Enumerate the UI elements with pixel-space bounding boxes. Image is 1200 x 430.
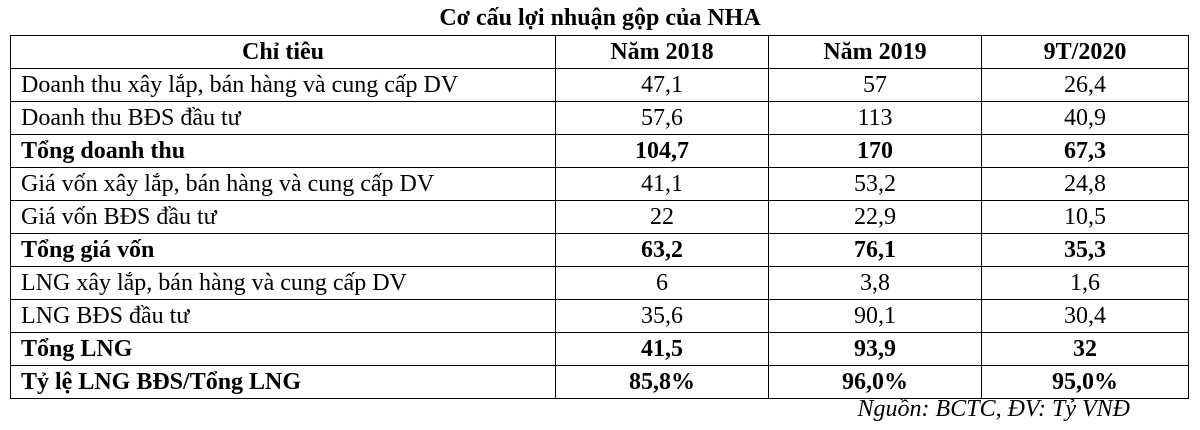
table-row-total: Tổng doanh thu 104,7 170 67,3 — [10, 134, 1189, 168]
value-cell: 3,8 — [768, 266, 982, 300]
column-header-indicator: Chỉ tiêu — [10, 35, 556, 69]
table-row-ratio: Tỷ lệ LNG BĐS/Tổng LNG 85,8% 96,0% 95,0% — [10, 365, 1189, 399]
value-cell: 53,2 — [768, 167, 982, 201]
value-cell: 40,9 — [981, 101, 1189, 135]
table-row: Doanh thu BĐS đầu tư 57,6 113 40,9 — [10, 101, 1189, 135]
table-title: Cơ cấu lợi nhuận gộp của NHA — [439, 5, 761, 31]
row-label: LNG BĐS đầu tư — [10, 299, 556, 333]
value-cell: 113 — [768, 101, 982, 135]
value-cell: 6 — [555, 266, 769, 300]
table-row: Doanh thu xây lắp, bán hàng và cung cấp … — [10, 68, 1189, 102]
value-cell: 63,2 — [555, 233, 769, 267]
value-cell: 1,6 — [981, 266, 1189, 300]
value-cell: 95,0% — [981, 365, 1189, 399]
value-cell: 35,3 — [981, 233, 1189, 267]
table-row: LNG BĐS đầu tư 35,6 90,1 30,4 — [10, 299, 1189, 333]
row-label: Tổng LNG — [10, 332, 556, 366]
row-label: Doanh thu xây lắp, bán hàng và cung cấp … — [10, 68, 556, 102]
table-row: Giá vốn BĐS đầu tư 22 22,9 10,5 — [10, 200, 1189, 234]
value-cell: 35,6 — [555, 299, 769, 333]
value-cell: 57 — [768, 68, 982, 102]
value-cell: 22 — [555, 200, 769, 234]
value-cell: 104,7 — [555, 134, 769, 168]
row-label: Doanh thu BĐS đầu tư — [10, 101, 556, 135]
value-cell: 170 — [768, 134, 982, 168]
header-row: Chỉ tiêu Năm 2018 Năm 2019 9T/2020 — [10, 35, 1189, 69]
column-header-2018: Năm 2018 — [555, 35, 769, 69]
value-cell: 30,4 — [981, 299, 1189, 333]
value-cell: 67,3 — [981, 134, 1189, 168]
value-cell: 90,1 — [768, 299, 982, 333]
table-row: LNG xây lắp, bán hàng và cung cấp DV 6 3… — [10, 266, 1189, 300]
value-cell: 85,8% — [555, 365, 769, 399]
value-cell: 26,4 — [981, 68, 1189, 102]
value-cell: 76,1 — [768, 233, 982, 267]
value-cell: 10,5 — [981, 200, 1189, 234]
column-header-2019: Năm 2019 — [768, 35, 982, 69]
table-row-total: Tổng giá vốn 63,2 76,1 35,3 — [10, 233, 1189, 267]
row-label: LNG xây lắp, bán hàng và cung cấp DV — [10, 266, 556, 300]
value-cell: 32 — [981, 332, 1189, 366]
table-row: Giá vốn xây lắp, bán hàng và cung cấp DV… — [10, 167, 1189, 201]
row-label: Tỷ lệ LNG BĐS/Tổng LNG — [10, 365, 556, 399]
row-label: Tổng giá vốn — [10, 233, 556, 267]
profit-structure-table: Chỉ tiêu Năm 2018 Năm 2019 9T/2020 Doanh… — [10, 35, 1189, 399]
row-label: Tổng doanh thu — [10, 134, 556, 168]
value-cell: 24,8 — [981, 167, 1189, 201]
value-cell: 57,6 — [555, 101, 769, 135]
table-row-total: Tổng LNG 41,5 93,9 32 — [10, 332, 1189, 366]
row-label: Giá vốn BĐS đầu tư — [10, 200, 556, 234]
row-label: Giá vốn xây lắp, bán hàng và cung cấp DV — [10, 167, 556, 201]
value-cell: 41,5 — [555, 332, 769, 366]
source-note: Nguồn: BCTC, ĐV: Tỷ VNĐ — [857, 396, 1130, 422]
value-cell: 22,9 — [768, 200, 982, 234]
value-cell: 96,0% — [768, 365, 982, 399]
value-cell: 41,1 — [555, 167, 769, 201]
value-cell: 93,9 — [768, 332, 982, 366]
value-cell: 47,1 — [555, 68, 769, 102]
column-header-9m-2020: 9T/2020 — [981, 35, 1189, 69]
